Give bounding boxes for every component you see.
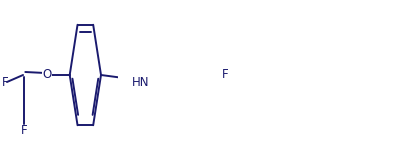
- Text: O: O: [42, 69, 52, 81]
- Text: F: F: [221, 69, 228, 81]
- Text: F: F: [21, 123, 28, 136]
- Text: F: F: [2, 75, 8, 88]
- Text: HN: HN: [132, 75, 150, 88]
